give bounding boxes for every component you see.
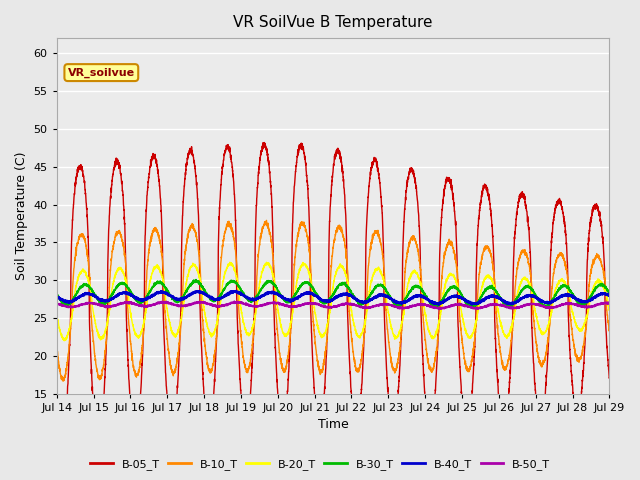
Text: VR_soilvue: VR_soilvue <box>68 68 135 78</box>
Legend: B-05_T, B-10_T, B-20_T, B-30_T, B-40_T, B-50_T: B-05_T, B-10_T, B-20_T, B-30_T, B-40_T, … <box>86 455 554 474</box>
Y-axis label: Soil Temperature (C): Soil Temperature (C) <box>15 152 28 280</box>
X-axis label: Time: Time <box>317 419 348 432</box>
Title: VR SoilVue B Temperature: VR SoilVue B Temperature <box>234 15 433 30</box>
